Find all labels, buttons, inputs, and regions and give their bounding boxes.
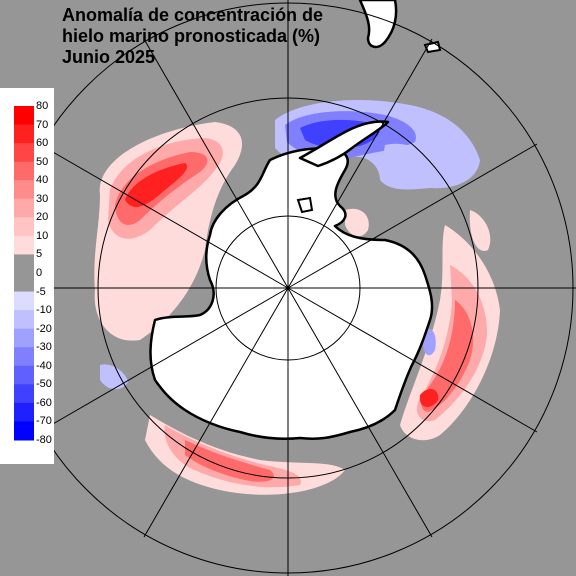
legend-tick-label: 10: [36, 229, 49, 242]
anomaly-east-light: [383, 143, 440, 189]
meridian-240: [38, 287, 289, 433]
legend-tick-label: 80: [36, 100, 49, 112]
title-line-3: Junio 2025: [62, 47, 156, 67]
legend-swatch: [14, 273, 34, 293]
legend-swatch: [14, 180, 34, 200]
legend-swatch: [14, 161, 34, 181]
legend-swatch: [14, 254, 34, 274]
legend-tick-label: -10: [36, 304, 52, 317]
legend-swatch: [14, 235, 34, 255]
meridian-120: [287, 287, 538, 433]
legend-tick-label: 70: [36, 118, 49, 131]
meridian-60: [287, 143, 538, 289]
legend-tick-label: -80: [36, 434, 52, 446]
legend-tick-label: 5: [36, 248, 43, 261]
legend-tick-label: 30: [36, 192, 49, 205]
anomaly-eastern-light: [469, 210, 491, 251]
legend-colorbar: [14, 106, 34, 441]
legend-swatch: [14, 384, 34, 404]
anomaly-bellingshausen-light: [345, 208, 369, 237]
legend-swatch: [14, 347, 34, 367]
anomaly-indian-core: [419, 388, 439, 407]
legend-swatch: [14, 310, 34, 330]
legend-tick-label: -70: [36, 415, 52, 428]
legend-tick-label: 60: [36, 137, 49, 150]
anomaly-southeast-patch: [422, 328, 436, 356]
anomaly-indian-strong: [421, 300, 474, 412]
legend-tick-label: -20: [36, 322, 52, 335]
positive-anomaly-regions: [94, 122, 500, 495]
legend-swatch: [14, 328, 34, 348]
legend-swatch: [14, 365, 34, 385]
meridian-210: [143, 287, 289, 538]
map-title: Anomalía de concentración de hielo marin…: [62, 5, 382, 68]
title-line-2: hielo marino pronosticada (%): [62, 26, 321, 46]
legend-swatch: [14, 106, 34, 126]
legend-tick-label: 40: [36, 174, 49, 187]
meridian-150: [287, 287, 433, 538]
anomaly-weddell-core: [125, 163, 188, 207]
legend-tick-label: 0: [36, 267, 43, 279]
legend-tick-label: -60: [36, 396, 52, 409]
legend-swatch: [14, 402, 34, 422]
anomaly-west-patch: [100, 364, 128, 390]
legend-swatch: [14, 143, 34, 163]
legend-tick-label: -50: [36, 378, 52, 391]
meridian-30: [287, 38, 433, 289]
legend-swatch: [14, 124, 34, 144]
legend-tick-label: 20: [36, 211, 49, 224]
legend-tick-label: -5: [36, 285, 46, 298]
meridian-330: [143, 38, 289, 289]
legend-tick-label: -40: [36, 359, 52, 372]
color-legend: 80 70 60 50 40 30 20 10 5 0 -5 -10 -20 -30 -40 -50 -60 -7…: [0, 88, 54, 464]
legend-swatch: [14, 198, 34, 218]
legend-tick-label: 50: [36, 155, 49, 168]
legend-swatch: [14, 217, 34, 237]
legend-swatch: [14, 421, 34, 441]
legend-swatch: [14, 291, 34, 311]
title-line-1: Anomalía de concentración de: [62, 5, 324, 25]
meridian-300: [38, 143, 289, 289]
legend-tick-label: -30: [36, 341, 52, 354]
antarctic-peninsula: [298, 120, 390, 168]
anomaly-ross-strong: [185, 440, 274, 482]
south-america-tip: [358, 0, 398, 49]
south-georgia-islands: [296, 196, 314, 214]
